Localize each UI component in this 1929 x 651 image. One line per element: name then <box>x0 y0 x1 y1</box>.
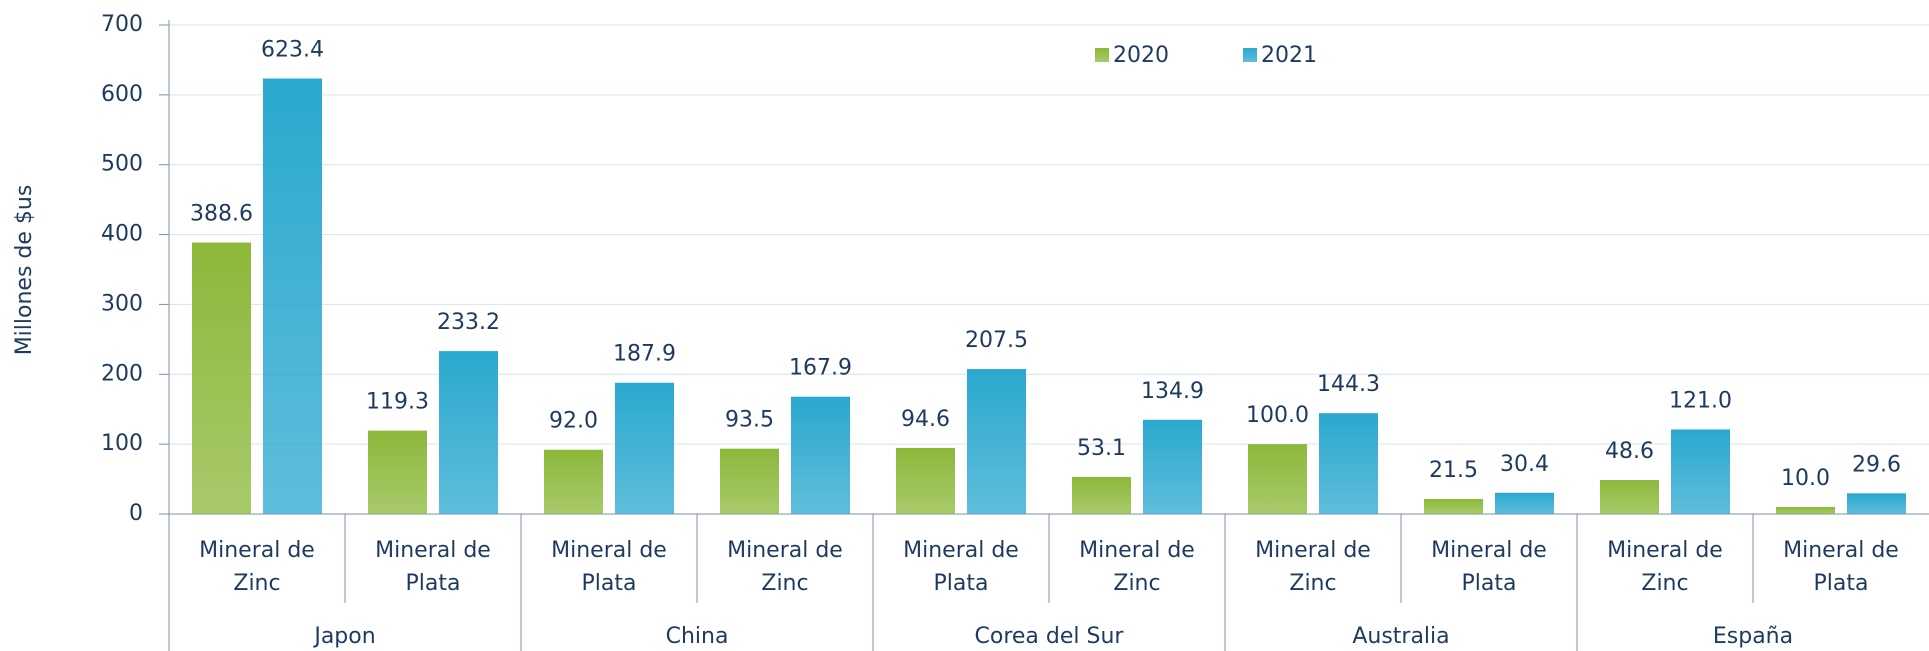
value-label: 48.6 <box>1605 439 1654 464</box>
group-label: China <box>666 624 729 649</box>
y-tick-label: 200 <box>101 361 143 386</box>
bar <box>1248 444 1307 514</box>
value-label: 121.0 <box>1669 388 1732 413</box>
y-tick-label: 0 <box>129 501 143 526</box>
y-tick-label: 400 <box>101 222 143 247</box>
value-label: 92.0 <box>549 409 598 434</box>
legend-label: 2021 <box>1261 43 1317 68</box>
value-label: 10.0 <box>1781 466 1830 491</box>
bar <box>1495 492 1554 514</box>
group-label: Corea del Sur <box>975 624 1125 649</box>
value-label: 30.4 <box>1500 452 1549 477</box>
y-tick-label: 500 <box>101 152 143 177</box>
bar <box>1424 498 1483 514</box>
group-label: Australia <box>1352 624 1449 649</box>
x-tick-label: Mineral de Plata <box>375 538 491 596</box>
bar <box>720 448 779 514</box>
y-tick-label: 600 <box>101 82 143 107</box>
value-label: 100.0 <box>1246 403 1309 428</box>
x-tick-label: Mineral de Zinc <box>727 538 843 596</box>
bar <box>192 242 251 514</box>
value-label: 187.9 <box>613 342 676 367</box>
group-label: Japon <box>312 624 375 649</box>
bar <box>1600 480 1659 514</box>
value-label: 388.6 <box>190 202 253 227</box>
bar <box>439 351 498 514</box>
legend-label: 2020 <box>1113 43 1169 68</box>
x-tick-label: Mineral de Zinc <box>199 538 315 596</box>
value-label: 623.4 <box>261 38 324 63</box>
group-label: España <box>1713 624 1793 649</box>
y-tick-label: 300 <box>101 291 143 316</box>
bar <box>896 447 955 514</box>
x-tick-label: Mineral de Zinc <box>1607 538 1723 596</box>
value-label: 119.3 <box>366 390 429 415</box>
y-tick-label: 700 <box>101 12 143 37</box>
value-label: 53.1 <box>1077 436 1126 461</box>
legend-swatch <box>1243 48 1257 62</box>
y-axis-label: Millones de $us <box>12 185 37 356</box>
y-tick-label: 100 <box>101 431 143 456</box>
value-label: 29.6 <box>1852 452 1901 477</box>
value-label: 21.5 <box>1429 458 1478 483</box>
bar <box>967 369 1026 514</box>
bar <box>791 396 850 514</box>
x-tick-label: Mineral de Plata <box>1431 538 1547 596</box>
value-label: 144.3 <box>1317 372 1380 397</box>
legend-swatch <box>1095 48 1109 62</box>
bar <box>1143 419 1202 514</box>
bar <box>1847 493 1906 514</box>
bar <box>1072 476 1131 514</box>
value-label: 134.9 <box>1141 379 1204 404</box>
bar <box>1671 429 1730 514</box>
value-label: 94.6 <box>901 407 950 432</box>
value-label: 233.2 <box>437 310 500 335</box>
value-label: 93.5 <box>725 408 774 433</box>
bar <box>263 78 322 515</box>
x-tick-label: Mineral de Plata <box>1783 538 1899 596</box>
x-tick-label: Mineral de Plata <box>551 538 667 596</box>
value-label: 207.5 <box>965 328 1028 353</box>
x-tick-label: Mineral de Zinc <box>1079 538 1195 596</box>
bar <box>615 382 674 514</box>
bar <box>1319 413 1378 514</box>
bar <box>368 430 427 514</box>
x-tick-label: Mineral de Zinc <box>1255 538 1371 596</box>
bar <box>1776 507 1835 514</box>
x-tick-label: Mineral de Plata <box>903 538 1019 596</box>
value-label: 167.9 <box>789 356 852 381</box>
bar <box>544 449 603 514</box>
